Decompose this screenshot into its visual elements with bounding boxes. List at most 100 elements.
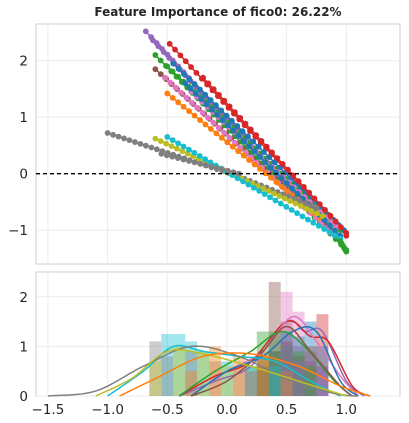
series-point — [196, 153, 203, 159]
series-point — [294, 210, 300, 217]
top-y-tick-label: −1 — [8, 223, 28, 239]
series-point — [219, 166, 226, 173]
series-point — [115, 133, 122, 140]
series-point — [247, 126, 254, 133]
series-point — [283, 180, 290, 187]
series-point — [187, 85, 194, 92]
series-point — [197, 117, 203, 123]
histogram-9 — [244, 346, 329, 396]
series-point — [175, 155, 181, 162]
histogram-bar — [268, 331, 281, 396]
series-point — [152, 135, 159, 142]
series-6 — [170, 60, 347, 234]
histogram-5 — [161, 334, 281, 396]
series-point — [273, 179, 280, 186]
histogram-bar — [316, 366, 329, 396]
series-point — [163, 152, 170, 159]
kde-curve-7 — [47, 345, 359, 397]
histogram-bar — [256, 356, 269, 396]
bottom-y-tick-label: 1 — [19, 339, 28, 355]
bottom-plot: 0 1 2 −1.5 −1.0 −0.5 0.0 0.5 1.0 — [19, 271, 401, 418]
series-point — [240, 178, 246, 185]
series-point — [276, 193, 283, 199]
series-point — [194, 104, 201, 111]
bottom-x-tick-label: 0.5 — [276, 402, 297, 418]
series-point — [284, 188, 291, 194]
series-16 — [337, 238, 350, 255]
series-point — [186, 76, 193, 83]
series-point — [246, 143, 253, 150]
series-point — [221, 97, 228, 104]
series-point — [230, 127, 237, 134]
series-point — [281, 195, 288, 202]
series-point — [188, 64, 194, 70]
series-point — [224, 139, 231, 146]
series-point — [319, 213, 326, 219]
histogram-bar — [304, 361, 317, 396]
series-point — [239, 128, 246, 135]
series-point — [210, 86, 217, 93]
series-point — [229, 117, 235, 124]
series-point — [150, 37, 156, 44]
histogram-bar — [232, 356, 245, 396]
series-point — [169, 94, 176, 101]
series-point — [266, 154, 273, 161]
histogram-bar — [161, 334, 174, 396]
histogram-bar — [256, 371, 269, 396]
histogram-bar — [173, 334, 186, 396]
kde-curve-9 — [119, 352, 371, 397]
series-point — [177, 52, 184, 59]
series-point — [218, 134, 225, 141]
histogram-bar — [268, 336, 281, 396]
histogram-bar — [316, 314, 329, 396]
series-point — [274, 155, 281, 162]
top-y-tick-label: 0 — [19, 167, 28, 183]
series-point — [202, 121, 209, 128]
histogram-bar — [244, 371, 257, 396]
series-point — [235, 170, 242, 177]
series-point — [304, 216, 311, 223]
series-point — [182, 58, 189, 65]
histogram-bar — [149, 341, 162, 396]
series-point — [267, 164, 274, 171]
series-point — [179, 148, 186, 155]
series-point — [257, 154, 263, 160]
series-point — [202, 156, 209, 163]
series-point — [191, 159, 198, 166]
histogram-bar — [244, 366, 257, 396]
series-point — [263, 143, 270, 150]
series-point — [294, 190, 301, 197]
series-point — [208, 126, 214, 132]
series-point — [186, 158, 192, 164]
series-point — [213, 102, 219, 109]
histogram-bar — [280, 346, 293, 396]
histogram-bar — [197, 351, 210, 396]
series-point — [271, 190, 277, 197]
series-point — [245, 181, 252, 188]
series-point — [214, 111, 221, 118]
kde-curve-1 — [178, 320, 371, 397]
series-point — [234, 175, 241, 182]
series-point — [332, 218, 339, 225]
series-point — [232, 109, 238, 116]
series-point — [161, 74, 168, 81]
series-point — [267, 194, 273, 201]
series-point — [225, 122, 231, 129]
series-point — [295, 178, 302, 185]
series-point — [226, 103, 233, 110]
series-point — [257, 165, 263, 172]
series-point — [191, 149, 198, 156]
histogram-bar — [280, 371, 293, 396]
series-point — [251, 148, 258, 155]
series-point — [207, 97, 214, 103]
series-point — [223, 112, 230, 119]
series-point — [287, 198, 293, 204]
series-point — [148, 144, 155, 151]
series-point — [251, 161, 258, 168]
series-10 — [200, 74, 350, 236]
series-point — [180, 156, 187, 163]
series-point — [164, 63, 171, 70]
series-point — [265, 188, 272, 194]
series-point — [186, 108, 193, 115]
series-point — [311, 195, 318, 202]
